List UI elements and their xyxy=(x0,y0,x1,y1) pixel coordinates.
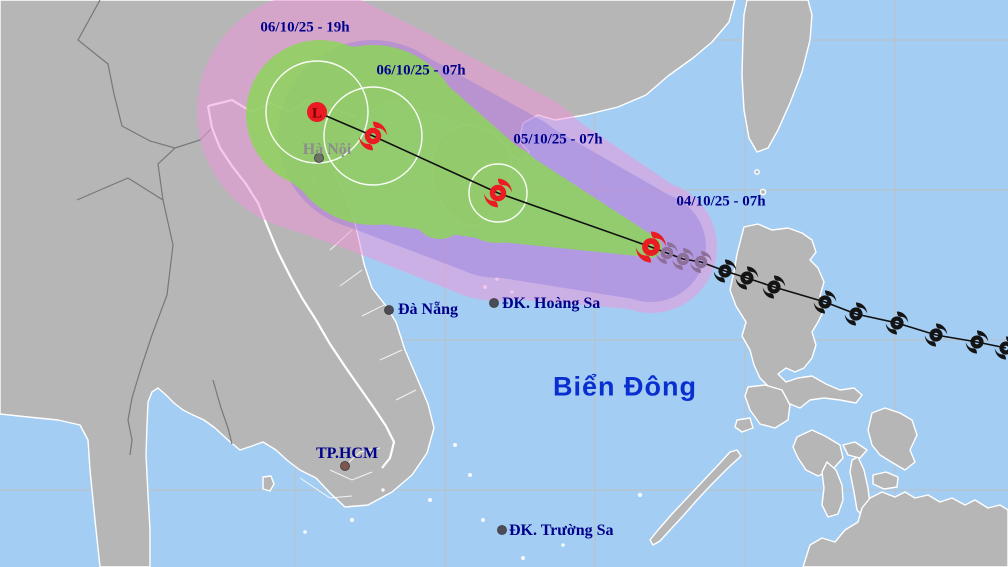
batanes-islet xyxy=(754,169,760,175)
samar-island xyxy=(867,407,918,471)
luzon-island xyxy=(729,223,863,409)
mindanao-island xyxy=(802,491,1008,567)
batanes-islet xyxy=(759,188,767,196)
mindoro-island xyxy=(744,384,791,429)
palawan-island xyxy=(649,449,742,546)
uncertainty-circle xyxy=(265,60,369,164)
city-dot xyxy=(314,153,324,163)
wind-zone-green xyxy=(246,40,662,258)
negros-island xyxy=(821,461,844,518)
storm-symbols: L xyxy=(307,102,1008,360)
bohol-island xyxy=(872,471,899,490)
city-dot xyxy=(489,298,499,308)
low-pressure-marker xyxy=(307,102,327,122)
city-dot xyxy=(340,461,350,471)
city-dots xyxy=(314,153,507,535)
city-dot xyxy=(497,525,507,535)
masbate-island xyxy=(842,441,868,459)
past-track-line xyxy=(650,246,1007,349)
forecast-track-line xyxy=(316,111,652,248)
uncertainty-circle xyxy=(468,163,528,223)
storm-track-lines xyxy=(316,111,1007,349)
uncertainty-circles xyxy=(265,60,528,223)
low-pressure-letter: L xyxy=(312,106,322,122)
phu-quoc-island xyxy=(262,475,275,492)
marinduque-island xyxy=(734,417,754,433)
uncertainty-circle xyxy=(323,86,423,186)
city-dot xyxy=(384,305,394,315)
taiwan-island xyxy=(741,0,813,153)
